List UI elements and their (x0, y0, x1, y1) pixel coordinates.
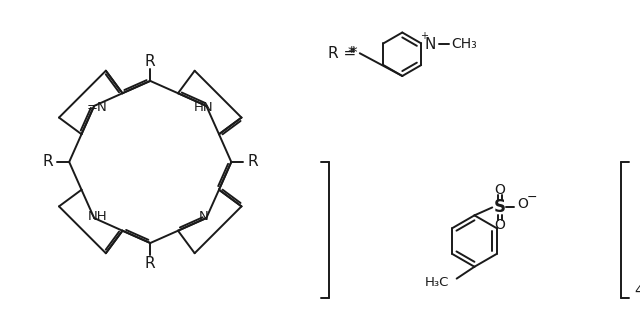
Text: =N: =N (87, 101, 108, 114)
Text: NH: NH (87, 210, 107, 223)
Text: *: * (350, 46, 358, 61)
Text: H₃C: H₃C (425, 276, 449, 289)
Text: R: R (42, 155, 52, 170)
Text: R: R (248, 155, 259, 170)
Text: 4: 4 (634, 284, 640, 298)
Text: S: S (494, 198, 506, 216)
Text: *: * (348, 46, 356, 61)
Text: R: R (145, 54, 156, 69)
Text: O: O (495, 218, 506, 232)
Text: N: N (424, 37, 436, 52)
Text: O: O (518, 197, 529, 212)
Text: R: R (145, 256, 156, 271)
Text: O: O (495, 183, 506, 197)
Text: R =: R = (328, 46, 356, 61)
Text: +: + (420, 31, 428, 41)
Text: CH₃: CH₃ (451, 37, 477, 51)
Text: −: − (527, 191, 537, 204)
Text: HN: HN (193, 101, 213, 114)
Text: N: N (198, 210, 208, 223)
